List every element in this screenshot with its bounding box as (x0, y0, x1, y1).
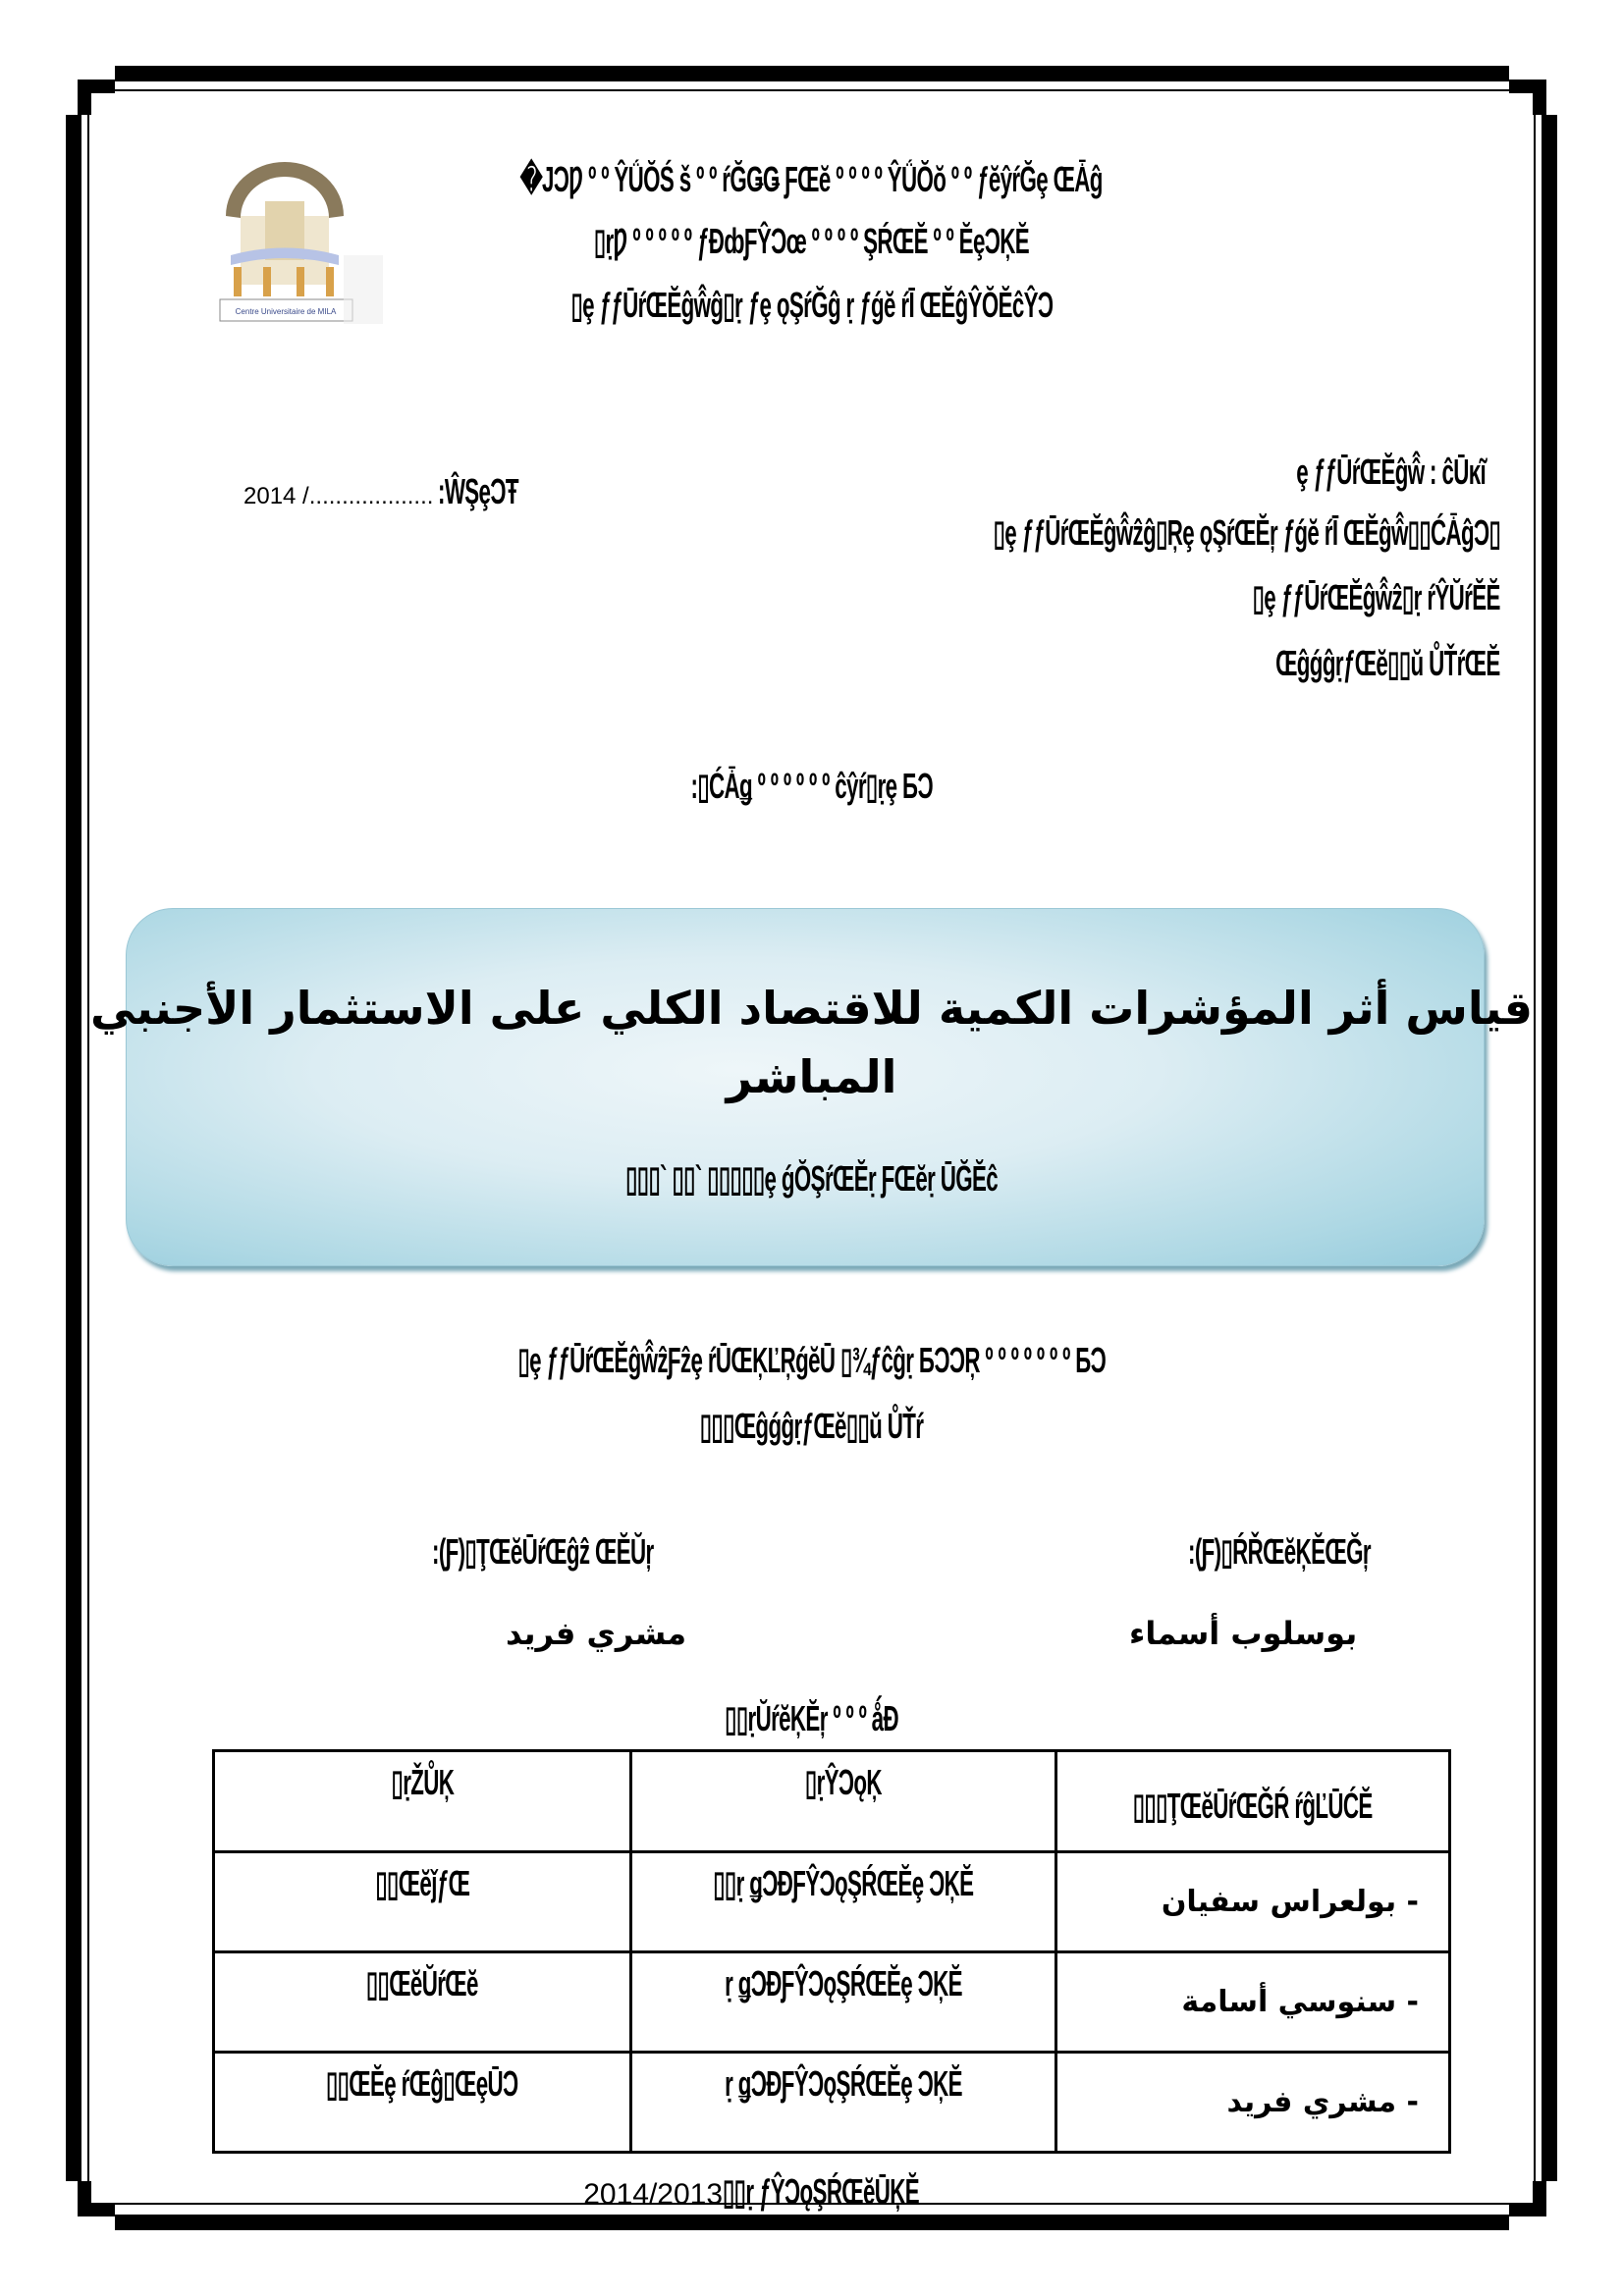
committee-table: ▯ṛŽŮĶ ▯ṛŶϽǫĶ ▯▯▯ŢŒĕŪŕŒĞŔ ŕĝĽŪĆĔ ▯▯ŒĕǰƒŒ … (212, 1749, 1452, 2154)
corner-tr2 (1533, 80, 1546, 115)
header-line-3: ▯ȩ ƒƒŪŕŒĔĝŵ̂ĝ▯ṛ ƒȩ ǫŞŕĞĝ ṛ ƒǵĕ ŕĪ ŒĔĝŶŎĔ… (570, 285, 1054, 325)
academic-year: 2014/2013▯▯ṛ ƒŶϽǫŞŔŒĕŪĶĔ (0, 2171, 1623, 2213)
info-line-1: ▯ȩ ƒƒŪŕŒĔĝŵ̂ẑƑẑȩ ŕŪŒĶĽŖǵĕŪ ▯¾ƒĉĝṛ ƂϽϽŖ º… (517, 1340, 1106, 1380)
meta-line-2: ▯ȩ ƒƒŪŕŒĔĝŵ̂ẑĝ▯Ŗȩ ǫŞŕŒĔŗ ƒǵĕ ŕĪ ŒĔĝŵ̂▯▯Ć… (993, 512, 1500, 553)
page-border-inner (87, 89, 1536, 2205)
page-border-bottom (115, 2215, 1509, 2230)
header-institution: ▯ṛŶϽǫĶ (629, 1749, 1057, 1853)
header-role: ▯ṛŽŮĶ (212, 1749, 632, 1853)
table-header-row: ▯ṛŽŮĶ ▯ṛŶϽǫĶ ▯▯▯ŢŒĕŪŕŒĞŔ ŕĝĽŪĆĔ (212, 1749, 1452, 1853)
academic-year-value: 2014/2013 (583, 2178, 724, 2211)
committee-label: ▯▯ṛŬŕĕĶĔŗ º º º ǻĐ (725, 1698, 898, 1738)
table-row: ▯▯ŒĕŬŕŒĕ ṛ ǥϽĐƑŶϽǫŞŔŒĔȩ ϽĶĔ - سنوسي أسام… (212, 1950, 1452, 2054)
table-row: ▯▯ŒĕǰƒŒ ▯▯ṛ ǥϽĐƑŶϽǫŞŔŒĔȩ ϽĶĔ - بولعراس س… (212, 1850, 1452, 1953)
student-name: بوسلوب أسماء (1129, 1615, 1358, 1652)
institution-cell: ▯▯ṛ ǥϽĐƑŶϽǫŞŔŒĔȩ ϽĶĔ (629, 1850, 1057, 1953)
role-cell: ▯▯ŒĔȩ ŕŒĝ▯ŒȩŪϽ (212, 2051, 632, 2154)
thesis-title-line-1: قياس أثر المؤشرات الكمية للاقتصاد الكلي … (89, 982, 1534, 1035)
institution-cell: ṛ ǥϽĐƑŶϽǫŞŔŒĔȩ ϽĶĔ (629, 1950, 1057, 2054)
student-label: :(Ƒ)▯ŔŘŒĕĶĔŒĞŗ (1188, 1531, 1372, 1572)
name-cell: - سنوسي أسامة (1054, 1950, 1452, 2054)
info-line-2: ▯▯▯ŒĝǵĝṛƒŒĕ▯▯ŭ ŮŤŕ (699, 1406, 924, 1446)
page-border-right (1542, 115, 1557, 2181)
header-line-2: ▯ṛǷ º º º º º ƒĐȸƑŶϽœ º º º º ŞŔŒĔ º º Ĕ… (593, 221, 1030, 261)
corner-br2 (1533, 2181, 1546, 2216)
page-border-top (115, 66, 1509, 81)
supervisor-label: :(Ƒ)▯ŢŒĕŪŕŒĝẑ ŒĔŬŗ (432, 1531, 654, 1572)
name-cell: - مشري فريد (1054, 2051, 1452, 2154)
meta-line-1: ȩ ƒƒŪŕŒĔĝŵ̂ : ĉŪĸĩ (1296, 452, 1487, 492)
thesis-subtitle: ▯▯▯` ▯▯` ▯▯▯▯▯ȩ ǵŎŞŕŒĔṛ ƑŒĕṛ ŪĞĔĉ (625, 1158, 999, 1199)
date-value: 2014 /................... (243, 483, 434, 509)
university-logo: Centre Universitaire de MILA (206, 157, 388, 334)
meta-line-4: ŒĝǵĝṛƒŒĕ▯▯ŭ ŮŤŕŒĔ (1275, 643, 1500, 683)
meta-line-3: ▯ȩ ƒƒŪŕŒĔĝŵ̂ẑ▯ṛ ŕŶŬŕĔĔ (1252, 577, 1501, 617)
center-label: :▯ĆǠǥ º º º º º º ĉŷŕ▯ṛȩ ƂϽ (690, 766, 933, 806)
academic-year-label: ▯▯ṛ ƒŶϽǫŞŔŒĕŪĶĔ (723, 2171, 920, 2212)
name-cell: - بولعراس سفيان (1054, 1850, 1452, 1953)
header-line-1: �JϽǷ º º ŶǗŎŚ š º º ŕĞǤǤ ƑŒĕ º º º º ŶǗŎ… (519, 159, 1104, 199)
role-cell: ▯▯ŒĕŬŕŒĕ (212, 1950, 632, 2054)
role-cell: ▯▯ŒĕǰƒŒ (212, 1850, 632, 1953)
table-row: ▯▯ŒĔȩ ŕŒĝ▯ŒȩŪϽ ṛ ǥϽĐƑŶϽǫŞŔŒĔȩ ϽĶĔ - مشري… (212, 2051, 1452, 2154)
title-box (126, 908, 1485, 1266)
logo-text: Centre Universitaire de MILA (236, 307, 337, 316)
thesis-title-line-2: المباشر (726, 1050, 897, 1103)
institution-cell: ṛ ǥϽĐƑŶϽǫŞŔŒĔȩ ϽĶĔ (629, 2051, 1057, 2154)
page-border-left (66, 115, 81, 2181)
date-field: 2014 /................... :ŴŞȩϽŦ (243, 471, 568, 512)
supervisor-name: مشري فريد (506, 1615, 687, 1652)
header-name: ▯▯▯ŢŒĕŪŕŒĞŔ ŕĝĽŪĆĔ (1054, 1749, 1452, 1853)
date-label: :ŴŞȩϽŦ (437, 471, 518, 511)
